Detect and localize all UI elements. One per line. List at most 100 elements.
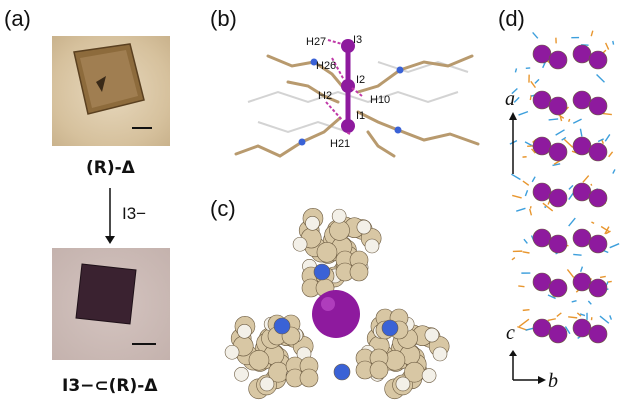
- framework-bond: [608, 281, 612, 282]
- axis-label-a: a: [505, 88, 515, 111]
- framework-bond: [583, 176, 589, 183]
- arrow-down: [100, 186, 120, 246]
- atom-i3: I3: [353, 34, 362, 46]
- nitrogen-sphere: [334, 364, 350, 380]
- iodine-sphere: [533, 319, 551, 337]
- framework-bond: [532, 177, 535, 182]
- framework-bond: [523, 181, 529, 185]
- carbon-sphere: [249, 350, 269, 370]
- framework-bond: [609, 152, 613, 157]
- framework-bond: [564, 139, 572, 147]
- nitrogen-sphere: [274, 318, 290, 334]
- framework-bond: [548, 319, 556, 321]
- hydrogen-sphere: [305, 216, 319, 230]
- framework-bond: [524, 239, 527, 243]
- framework-bond: [610, 244, 619, 248]
- hydrogen-sphere: [422, 369, 436, 383]
- framework-bond: [530, 209, 532, 215]
- iodine-sphere: [573, 183, 591, 201]
- framework-bond: [530, 206, 531, 208]
- framework-bond: [549, 119, 559, 120]
- framework-bond: [523, 310, 530, 311]
- framework-bond: [580, 129, 581, 137]
- hydrogen-sphere: [237, 324, 251, 338]
- framework-bond: [519, 112, 528, 115]
- framework-bond: [597, 74, 605, 82]
- framework-bond: [588, 301, 591, 304]
- framework-bond: [531, 81, 536, 87]
- packing-diagram: [500, 34, 630, 394]
- iodine-sphere: [549, 143, 567, 161]
- framework-bond: [591, 31, 593, 36]
- iodine-sphere: [573, 273, 591, 291]
- iodine-sphere: [549, 235, 567, 253]
- framework-bond: [525, 190, 527, 196]
- framework-bond: [512, 258, 515, 260]
- panel-d-label: (d): [498, 6, 525, 32]
- framework-bond: [516, 208, 525, 211]
- atom-i2: I2: [356, 74, 365, 86]
- framework-bond: [552, 164, 560, 166]
- iodine-sphere: [533, 273, 551, 291]
- axis-label-c: c: [506, 322, 515, 345]
- framework-bond: [523, 252, 530, 253]
- framework-bond: [613, 169, 615, 173]
- iodine-sphere: [549, 279, 567, 297]
- iodine-sphere: [573, 229, 591, 247]
- space-filling-model: [222, 196, 452, 396]
- atom-h10: H10: [370, 94, 390, 106]
- framework-bond: [606, 43, 609, 50]
- iodine-sphere: [549, 325, 567, 343]
- iodine-sphere: [533, 229, 551, 247]
- framework-bond: [567, 269, 573, 277]
- framework-bond: [572, 301, 577, 302]
- iodine-sphere: [533, 137, 551, 155]
- framework-bond: [591, 184, 592, 186]
- framework-bond: [569, 119, 570, 122]
- hydrogen-sphere: [365, 239, 379, 253]
- iodine-sphere: [589, 51, 607, 69]
- iodine-sphere: [533, 91, 551, 109]
- iodine-sphere: [549, 97, 567, 115]
- framework-bond: [515, 68, 516, 72]
- axis-arrows-cb: [508, 350, 548, 384]
- framework-bond: [569, 218, 576, 226]
- iodine-sphere: [533, 45, 551, 63]
- iodine-sphere: [573, 319, 591, 337]
- arrow-label-triiodide: I3−: [122, 204, 146, 224]
- atom-h21: H21: [330, 138, 350, 150]
- framework-bond: [610, 315, 612, 319]
- framework-bond: [600, 316, 609, 323]
- iodine-sphere: [573, 137, 591, 155]
- caption-triiodide-in-r-delta: I3−⊂(R)-Δ: [62, 376, 157, 396]
- nitrogen-sphere: [314, 264, 330, 280]
- carbon-sphere: [370, 361, 388, 379]
- hydrogen-sphere: [425, 328, 439, 342]
- crystal-bottom-drawing: [52, 248, 170, 360]
- iodine-sphere: [589, 97, 607, 115]
- hydrogen-sphere: [357, 220, 371, 234]
- iodine-sphere: [549, 189, 567, 207]
- iodine-atom-1: [341, 119, 355, 133]
- hydrogen-sphere: [260, 377, 274, 391]
- carbon-sphere: [317, 242, 337, 262]
- hydrogen-sphere: [396, 377, 410, 391]
- framework-bond: [569, 185, 573, 189]
- iodine-sphere: [589, 189, 607, 207]
- framework-bond: [573, 119, 581, 123]
- framework-bond: [605, 134, 610, 141]
- triiodide-center-sphere: [312, 290, 360, 338]
- atom-h26: H26: [316, 60, 336, 72]
- panel-a-label: (a): [4, 6, 31, 32]
- hydrogen-sphere: [293, 237, 307, 251]
- axis-arrow-a: [508, 112, 518, 176]
- crystal-photo-bottom: [52, 248, 170, 360]
- framework-bond: [544, 207, 546, 208]
- atom-h2: H2: [318, 90, 332, 102]
- framework-bond: [573, 254, 581, 255]
- iodine-sphere: [573, 45, 591, 63]
- iodine-sphere: [589, 235, 607, 253]
- framework-bond: [600, 276, 606, 277]
- hydrogen-sphere: [332, 209, 346, 223]
- framework-bond: [535, 79, 539, 83]
